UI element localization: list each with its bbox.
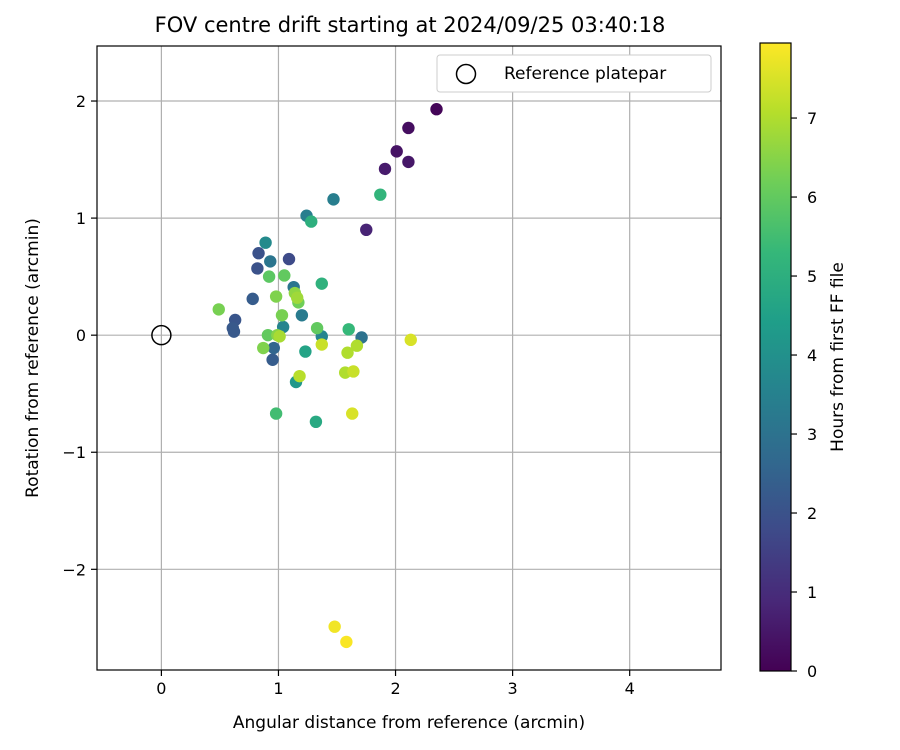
data-point [390, 145, 403, 158]
data-point [252, 247, 265, 260]
y-axis-label: Rotation from reference (arcmin) [23, 218, 43, 498]
data-point [346, 407, 359, 420]
y-tick-label: 2 [76, 92, 86, 111]
legend-label-reference: Reference platepar [504, 64, 666, 84]
data-point [251, 262, 264, 275]
data-point [299, 345, 312, 358]
colorbar-tick-label: 1 [807, 583, 817, 602]
data-points [151, 103, 443, 649]
data-point [227, 325, 241, 338]
x-tick-label: 1 [273, 679, 283, 698]
data-point [267, 341, 280, 355]
data-point [293, 369, 306, 383]
colorbar-gradient [759, 42, 792, 672]
data-point [264, 255, 277, 268]
x-tick-label: 3 [508, 679, 518, 698]
data-point [290, 291, 304, 304]
data-point [402, 121, 415, 135]
data-point [341, 346, 354, 359]
data-point [430, 103, 443, 116]
data-point [347, 365, 360, 378]
data-point [262, 270, 276, 283]
data-point [257, 341, 270, 355]
data-point [273, 330, 286, 343]
data-point [259, 236, 272, 249]
y-tick-label: 0 [76, 326, 86, 345]
data-point [315, 338, 328, 351]
data-point [266, 353, 279, 366]
reference-marker [151, 324, 172, 346]
legend: Reference platepar [436, 54, 712, 93]
y-tick-label: −1 [62, 443, 86, 462]
data-point [378, 162, 392, 176]
data-point [342, 323, 355, 336]
plot-area: 0 1 2 3 4 −2 −1 0 1 2 [62, 45, 722, 698]
colorbar-tick-label: 4 [807, 346, 817, 365]
data-point [261, 328, 275, 342]
data-point [315, 277, 328, 290]
plot-frame [96, 45, 722, 671]
y-tick-label: −2 [62, 560, 86, 579]
legend-box [436, 54, 712, 93]
legend-marker-reference [455, 63, 477, 85]
y-tick-label: 1 [76, 209, 86, 228]
colorbar: 0 1 2 3 4 5 6 7 Hours from first FF file [759, 42, 848, 681]
colorbar-tick-label: 0 [807, 662, 817, 681]
colorbar-tick-label: 6 [807, 188, 817, 207]
data-point [309, 415, 323, 429]
colorbar-tick-label: 2 [807, 504, 817, 523]
data-point [282, 252, 296, 266]
colorbar-tick-label: 7 [807, 109, 817, 128]
data-point [310, 321, 324, 335]
data-point [360, 223, 373, 237]
data-point [374, 188, 387, 201]
data-point [269, 407, 283, 420]
data-point [305, 215, 318, 228]
data-point [246, 292, 259, 306]
colorbar-tick-label: 5 [807, 267, 817, 286]
x-tick-label: 0 [156, 679, 166, 698]
x-tick-label: 2 [390, 679, 400, 698]
data-point [340, 635, 353, 649]
data-point [295, 309, 309, 322]
colorbar-tick-label: 3 [807, 425, 817, 444]
colorbar-ticks: 0 1 2 3 4 5 6 7 [791, 109, 817, 681]
data-point [328, 620, 341, 633]
x-axis-label: Angular distance from reference (arcmin) [233, 713, 585, 733]
x-axis-ticks: 0 1 2 3 4 [156, 670, 635, 698]
data-point [278, 269, 291, 282]
y-axis-ticks: −2 −1 0 1 2 [62, 92, 97, 579]
data-point [212, 303, 225, 316]
data-point [327, 193, 340, 206]
data-point [402, 155, 415, 169]
chart-title: FOV centre drift starting at 2024/09/25 … [155, 13, 666, 37]
data-point [269, 290, 283, 303]
data-point [404, 333, 417, 347]
data-point [275, 309, 289, 322]
x-tick-label: 4 [625, 679, 635, 698]
data-point [350, 339, 364, 352]
colorbar-label: Hours from first FF file [828, 262, 848, 452]
